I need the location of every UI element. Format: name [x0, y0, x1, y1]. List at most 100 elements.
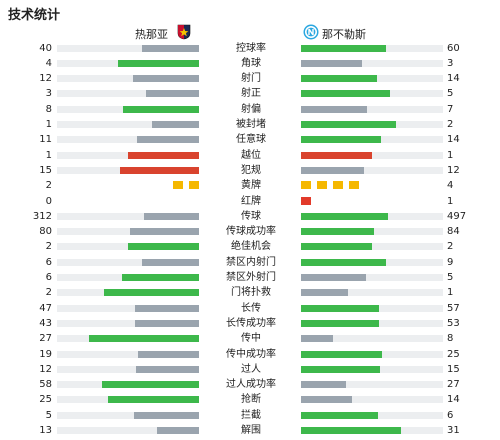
- yellow-card-icon: [333, 181, 343, 190]
- home-bar-track: [57, 365, 199, 373]
- yellow-card-icon: [349, 181, 359, 190]
- stat-label: 越位: [241, 149, 261, 161]
- stat-label: 黄牌: [241, 180, 261, 192]
- stat-label: 任意球: [236, 134, 266, 146]
- stat-label: 射正: [241, 88, 261, 100]
- away-stat-value: 12: [447, 164, 460, 176]
- away-bar-track: [301, 381, 443, 389]
- stat-label: 禁区外射门: [226, 272, 276, 283]
- stat-label: 传中: [241, 333, 261, 345]
- home-bar: [129, 228, 199, 236]
- home-bar-track: [57, 427, 199, 434]
- home-stat-value: 2: [45, 241, 52, 253]
- away-stat-value: 84: [447, 226, 460, 238]
- away-bar: [301, 319, 380, 327]
- stat-row: 4 角球 3: [0, 56, 500, 71]
- home-bar-track: [57, 304, 199, 312]
- away-cards: [301, 196, 317, 206]
- home-team-name: 热那亚: [135, 28, 168, 41]
- home-stat-value: 1: [45, 149, 52, 161]
- away-bar: [301, 411, 379, 419]
- home-bar: [134, 304, 199, 312]
- home-bar: [136, 136, 199, 144]
- away-stat-value: 14: [447, 134, 460, 146]
- stat-row: 47 长传 57: [0, 301, 500, 316]
- home-bar-track: [57, 335, 199, 343]
- stat-row: 8 射偏 7: [0, 102, 500, 117]
- home-bar: [123, 105, 199, 113]
- away-bar: [301, 151, 372, 159]
- away-stat-value: 27: [447, 379, 460, 391]
- away-bar: [301, 136, 381, 144]
- away-bar: [301, 44, 387, 52]
- away-bar-track: [301, 289, 443, 297]
- away-stat-value: 1: [447, 287, 454, 299]
- away-bar: [301, 289, 349, 297]
- away-bar-track: [301, 427, 443, 434]
- away-stat-value: 57: [447, 302, 460, 314]
- stat-label: 射门: [241, 73, 261, 85]
- away-bar: [301, 335, 334, 343]
- away-stat-value: 7: [447, 103, 454, 115]
- stat-row: 2 绝佳机会 2: [0, 239, 500, 254]
- stat-row: 2 门将扑救 1: [0, 285, 500, 300]
- home-bar-track: [57, 228, 199, 236]
- home-bar-track: [57, 350, 199, 358]
- yellow-card-icon: [189, 181, 199, 190]
- home-bar-track: [57, 258, 199, 266]
- napoli-crest-icon: [303, 24, 319, 40]
- stat-label: 门将扑救: [231, 287, 271, 299]
- away-cards: [301, 181, 365, 190]
- home-stat-value: 4: [45, 57, 52, 69]
- stat-row: 2 黄牌 4: [0, 178, 500, 193]
- home-bar: [104, 289, 199, 297]
- home-stat-value: 6: [45, 256, 52, 268]
- home-stat-value: 8: [45, 103, 52, 115]
- home-bar: [128, 243, 199, 251]
- stat-row: 27 传中 8: [0, 331, 500, 346]
- stat-row: 19 传中成功率 25: [0, 347, 500, 362]
- away-bar-track: [301, 136, 443, 144]
- stat-row: 80 传球成功率 84: [0, 224, 500, 239]
- away-stat-value: 2: [447, 241, 454, 253]
- home-stat-value: 11: [39, 134, 52, 146]
- away-bar: [301, 166, 365, 174]
- stat-label: 过人成功率: [226, 379, 276, 391]
- home-stat-value: 15: [39, 164, 52, 176]
- home-bar-track: [57, 44, 199, 52]
- stat-label: 控球率: [236, 42, 266, 54]
- stat-label: 传球成功率: [226, 226, 276, 238]
- away-bar-track: [301, 105, 443, 113]
- stat-row: 43 长传成功率 53: [0, 316, 500, 331]
- away-bar-track: [301, 59, 443, 67]
- home-bar: [151, 121, 199, 128]
- home-bar: [145, 90, 199, 98]
- home-stat-value: 3: [45, 88, 52, 100]
- stat-label: 红牌: [241, 195, 261, 207]
- away-stat-value: 5: [447, 88, 454, 100]
- home-bar-track: [57, 59, 199, 67]
- stat-row: 12 射门 14: [0, 71, 500, 86]
- away-bar: [301, 304, 379, 312]
- home-bar: [89, 335, 199, 343]
- stat-row: 11 任意球 14: [0, 132, 500, 147]
- away-bar-track: [301, 166, 443, 174]
- home-bar-track: [57, 105, 199, 113]
- away-stat-value: 14: [447, 394, 460, 406]
- home-bar: [135, 319, 199, 327]
- home-bar: [102, 381, 199, 389]
- away-stat-value: 4: [447, 180, 454, 192]
- stat-row: 15 犯规 12: [0, 163, 500, 178]
- away-stat-value: 3: [447, 57, 454, 69]
- away-stat-value: 14: [447, 73, 460, 85]
- away-stat-value: 60: [447, 42, 460, 54]
- away-bar: [301, 105, 368, 113]
- home-bar: [135, 365, 199, 373]
- away-bar-track: [301, 258, 443, 266]
- home-bar: [142, 44, 199, 52]
- stat-label: 抢断: [241, 394, 261, 406]
- stat-row: 6 禁区内射门 9: [0, 255, 500, 270]
- away-bar: [301, 258, 387, 266]
- away-stat-value: 6: [447, 409, 454, 421]
- away-bar-track: [301, 411, 443, 419]
